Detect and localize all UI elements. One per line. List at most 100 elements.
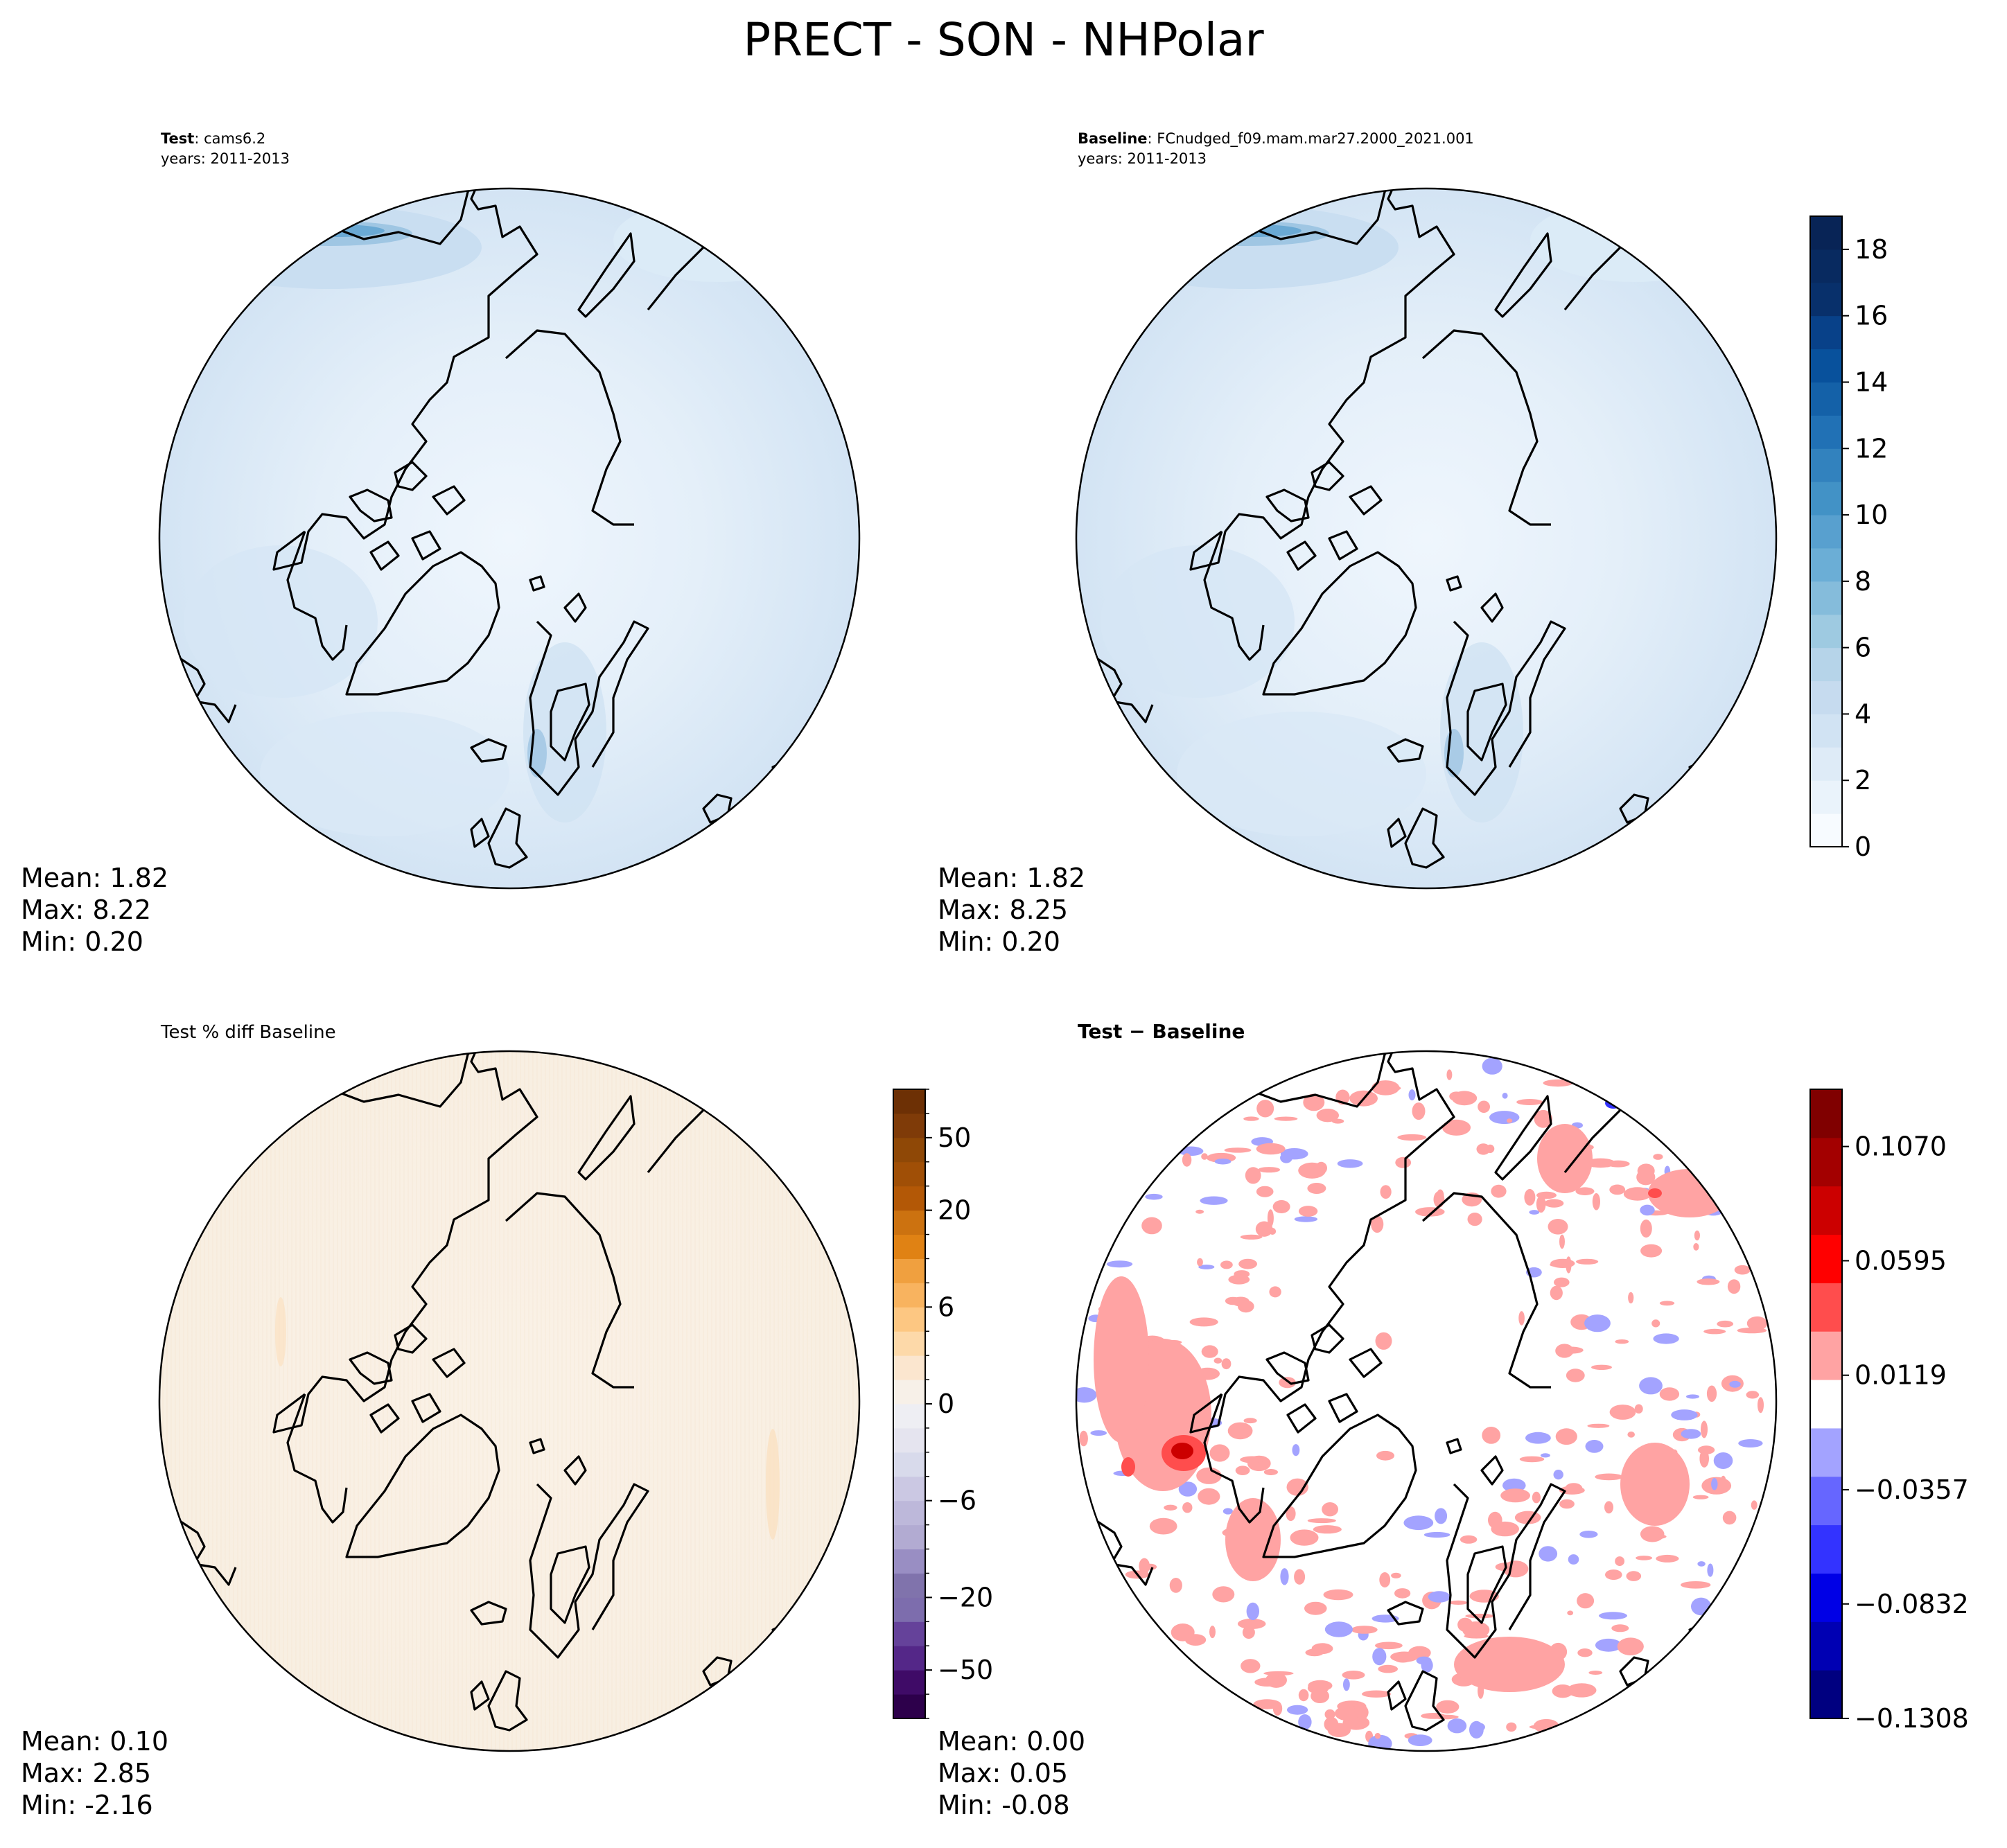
positive-diff-region	[1298, 1162, 1326, 1179]
negative-diff-region	[1403, 1515, 1434, 1531]
negative-diff-region	[1408, 1089, 1416, 1101]
positive-diff-region	[1537, 1124, 1593, 1193]
negative-diff-region	[1540, 1453, 1550, 1458]
positive-diff-region	[1209, 1444, 1230, 1462]
abs-diff-title: Test − Baseline	[1078, 1020, 1245, 1043]
positive-diff-region	[1636, 1556, 1653, 1560]
test-panel-label: Test: cams6.2	[161, 130, 265, 147]
colorbar-bin	[1810, 747, 1842, 781]
negative-diff-region	[1324, 1621, 1353, 1637]
colorbar-bin	[1810, 282, 1842, 317]
positive-diff-region	[1198, 1488, 1220, 1505]
negative-diff-region	[1482, 1057, 1502, 1075]
test-map-border	[158, 187, 861, 890]
colorbar-bin	[1810, 1476, 1842, 1526]
abs-diff-colorbar: −0.1308 −0.0832 −0.0357 0.0119 0.0595 0.1070	[1809, 1089, 1969, 1734]
positive-diff-region	[1576, 1258, 1599, 1265]
positive-diff-region	[1256, 1186, 1274, 1197]
test-min: Min: 0.20	[21, 926, 143, 957]
colorbar-bin	[1810, 1670, 1842, 1719]
test-panel-label-bold: Test	[161, 130, 194, 147]
positive-diff-region	[1263, 1469, 1278, 1475]
negative-diff-region	[1639, 1377, 1663, 1395]
colorbar-bin	[893, 1549, 925, 1574]
colorbar-bin	[1810, 515, 1842, 549]
positive-diff-region	[1604, 1501, 1613, 1514]
positive-diff-region	[1566, 1369, 1585, 1382]
negative-diff-region	[1686, 1394, 1699, 1399]
positive-diff-region	[1195, 1209, 1204, 1214]
positive-diff-region	[1171, 1623, 1195, 1642]
colorbar-bin	[893, 1646, 925, 1671]
positive-diff-region	[1734, 1265, 1751, 1275]
colorbar-frame	[1809, 1089, 1843, 1719]
positive-diff-region	[1722, 1511, 1737, 1525]
negative-diff-region	[1214, 1159, 1232, 1165]
negative-diff-region	[1222, 1508, 1233, 1515]
positive-diff-region	[1272, 1200, 1290, 1213]
colorbar-bin	[893, 1573, 925, 1598]
colorbar-bin	[1810, 1186, 1842, 1235]
positive-diff-region	[1611, 1624, 1629, 1633]
colorbar-bin	[1810, 614, 1842, 649]
positive-diff-region	[1141, 1217, 1162, 1235]
negative-diff-region	[1076, 1387, 1097, 1403]
percent-diff-map-border	[158, 1050, 861, 1752]
baseline-panel-label: Baseline: FCnudged_f09.mam.mar27.2000_20…	[1078, 130, 1474, 148]
negative-diff-region	[1200, 1196, 1228, 1205]
colorbar-tick-label: −0.1308	[1855, 1703, 1969, 1734]
negative-diff-region	[1585, 1440, 1604, 1453]
positive-diff-region	[1577, 1593, 1595, 1609]
positive-diff-region	[1451, 1091, 1478, 1106]
negative-diff-region	[1294, 1216, 1318, 1222]
positive-diff-region	[1164, 1504, 1177, 1511]
positive-diff-region	[1171, 1443, 1193, 1459]
positive-diff-region	[1605, 1569, 1622, 1581]
negative-diff-region	[1568, 1554, 1579, 1565]
positive-diff-region	[1094, 1276, 1149, 1443]
positive-diff-region	[1397, 1134, 1427, 1141]
negative-diff-region	[1707, 1563, 1714, 1577]
negative-diff-region	[1246, 1602, 1259, 1621]
colorbar-tick-label: −0.0357	[1855, 1475, 1969, 1505]
positive-diff-region	[1592, 1193, 1600, 1211]
colorbar-tick-label: 16	[1855, 301, 1888, 331]
positive-diff-region	[1640, 1526, 1665, 1542]
positive-diff-region	[1681, 1581, 1711, 1589]
abs-diff-max: Max: 0.05	[938, 1758, 1068, 1788]
test-panel-label-rest: : cams6.2	[194, 130, 265, 147]
positive-diff-region	[1303, 1093, 1325, 1111]
positive-diff-region	[1390, 1651, 1419, 1662]
colorbar-tick-label: 6	[1855, 633, 1871, 663]
positive-diff-region	[1659, 1301, 1675, 1306]
positive-diff-region	[1269, 1286, 1281, 1298]
positive-diff-region	[1243, 1418, 1257, 1424]
positive-diff-region	[1342, 1671, 1365, 1680]
negative-diff-region	[1653, 1333, 1679, 1344]
negative-diff-region	[1539, 1546, 1558, 1562]
positive-diff-region	[1609, 1405, 1636, 1420]
positive-diff-region	[1286, 1506, 1296, 1522]
negative-diff-region	[1090, 1430, 1107, 1436]
positive-diff-region	[1322, 1502, 1338, 1517]
baseline-map-border	[1075, 187, 1778, 890]
positive-diff-region	[1565, 1483, 1583, 1494]
negative-diff-region	[1423, 1531, 1451, 1538]
positive-diff-region	[1706, 1385, 1717, 1402]
positive-diff-region	[1272, 1701, 1283, 1716]
positive-diff-region	[1149, 1517, 1177, 1535]
positive-diff-region	[1274, 1116, 1298, 1121]
positive-diff-region	[1620, 1443, 1690, 1526]
colorbar-bin	[893, 1694, 925, 1719]
positive-diff-region	[1550, 1285, 1563, 1301]
negative-diff-region	[1529, 1210, 1540, 1215]
positive-diff-region	[1376, 1450, 1394, 1461]
negative-diff-region	[1671, 1409, 1698, 1420]
negative-diff-region	[1595, 1638, 1622, 1652]
negative-diff-region	[1416, 1656, 1432, 1665]
colorbar-bin	[1810, 1621, 1842, 1671]
colorbar-bin	[893, 1427, 925, 1453]
positive-diff-region	[1446, 1069, 1453, 1080]
positive-diff-region	[1324, 1709, 1335, 1720]
